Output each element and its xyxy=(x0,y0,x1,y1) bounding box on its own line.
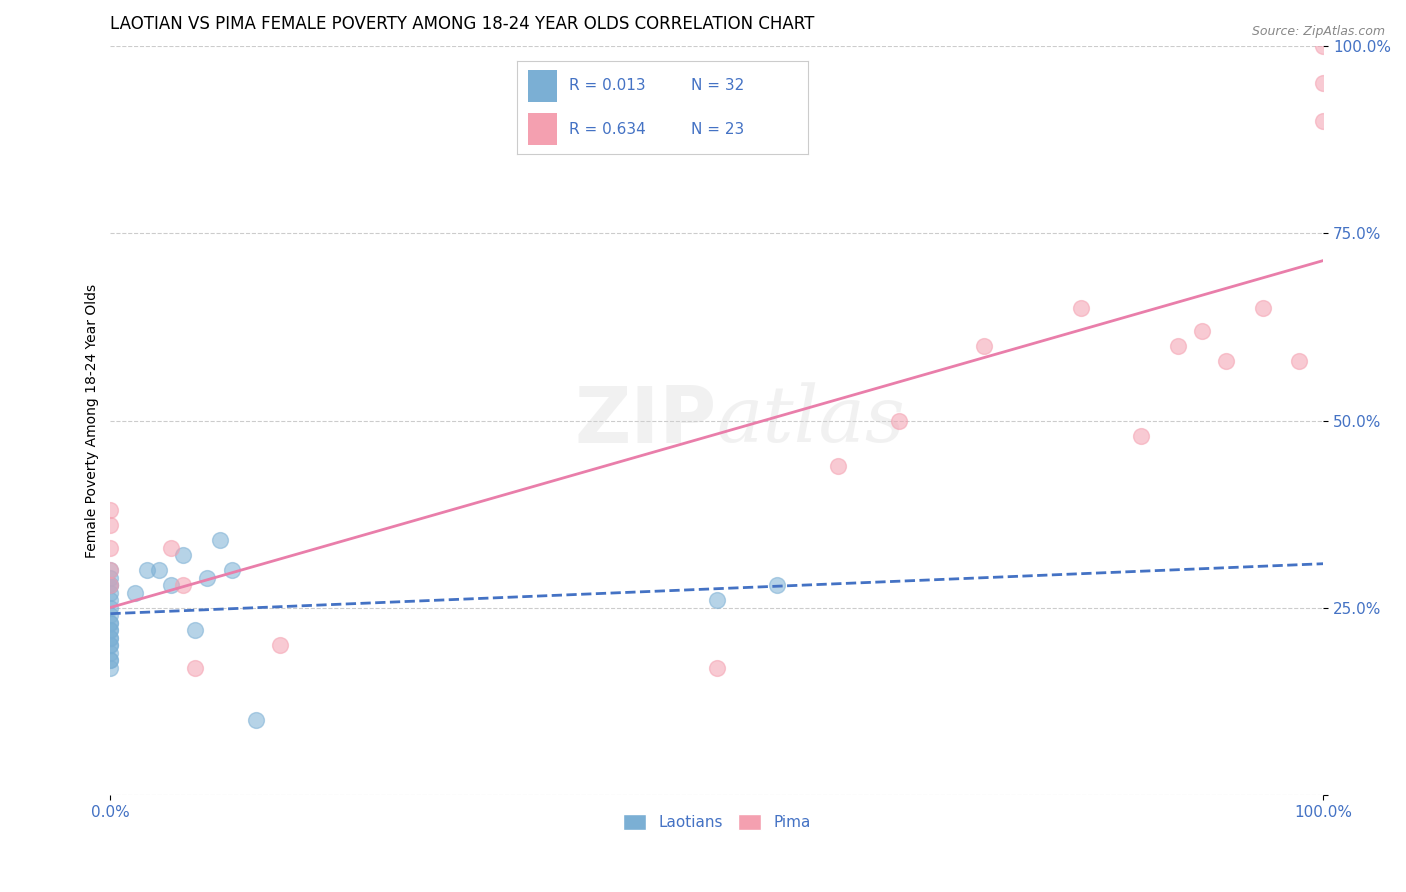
Point xyxy=(766,578,789,592)
Point xyxy=(1215,353,1237,368)
Point xyxy=(184,624,207,638)
Point xyxy=(100,661,122,675)
Point xyxy=(100,571,122,585)
Point xyxy=(1191,324,1213,338)
Point xyxy=(1251,301,1274,315)
Point xyxy=(887,413,910,427)
Point xyxy=(269,639,291,653)
Point xyxy=(1130,428,1153,442)
Point xyxy=(100,615,122,630)
Point xyxy=(100,564,122,578)
Point xyxy=(100,639,122,653)
Point xyxy=(100,624,122,638)
Point xyxy=(100,653,122,667)
Point xyxy=(100,646,122,660)
Point xyxy=(100,615,122,630)
Point xyxy=(100,608,122,623)
Point xyxy=(148,564,170,578)
Text: Source: ZipAtlas.com: Source: ZipAtlas.com xyxy=(1251,25,1385,38)
Point xyxy=(100,631,122,645)
Point xyxy=(706,661,728,675)
Point xyxy=(135,564,157,578)
Point xyxy=(706,593,728,607)
Point xyxy=(100,503,122,517)
Point xyxy=(100,578,122,592)
Point xyxy=(973,338,995,352)
Point xyxy=(100,578,122,592)
Text: LAOTIAN VS PIMA FEMALE POVERTY AMONG 18-24 YEAR OLDS CORRELATION CHART: LAOTIAN VS PIMA FEMALE POVERTY AMONG 18-… xyxy=(111,15,815,33)
Point xyxy=(197,571,219,585)
Point xyxy=(1312,38,1334,53)
Text: ZIP: ZIP xyxy=(575,383,717,458)
Point xyxy=(100,564,122,578)
Legend: Laotians, Pima: Laotians, Pima xyxy=(617,808,817,837)
Point xyxy=(100,631,122,645)
Point xyxy=(100,586,122,600)
Point xyxy=(221,564,243,578)
Y-axis label: Female Poverty Among 18-24 Year Olds: Female Poverty Among 18-24 Year Olds xyxy=(86,284,100,558)
Point xyxy=(208,533,231,548)
Point xyxy=(100,593,122,607)
Point xyxy=(827,458,849,473)
Point xyxy=(1312,76,1334,90)
Point xyxy=(100,624,122,638)
Text: atlas: atlas xyxy=(717,383,905,458)
Point xyxy=(100,639,122,653)
Point xyxy=(160,541,183,555)
Point xyxy=(172,578,194,592)
Point xyxy=(1312,113,1334,128)
Point xyxy=(245,714,267,728)
Point xyxy=(1288,353,1310,368)
Point xyxy=(1070,301,1092,315)
Point xyxy=(100,578,122,592)
Point xyxy=(160,578,183,592)
Point xyxy=(100,518,122,533)
Point xyxy=(124,586,146,600)
Point xyxy=(100,653,122,667)
Point xyxy=(1167,338,1189,352)
Point xyxy=(172,549,194,563)
Point xyxy=(100,541,122,555)
Point xyxy=(184,661,207,675)
Point xyxy=(100,601,122,615)
